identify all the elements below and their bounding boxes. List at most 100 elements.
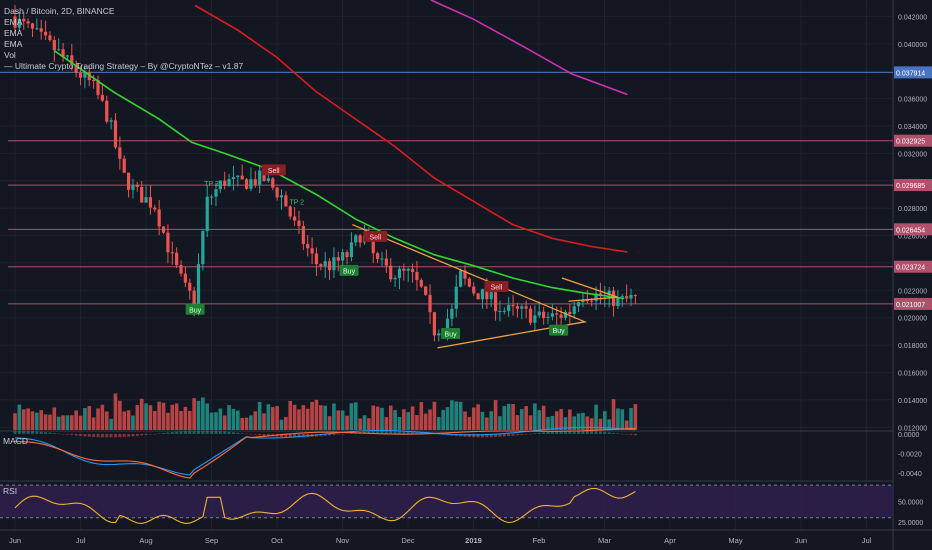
macd-hist-bar (65, 433, 69, 435)
price-tick-label: 0.020000 (898, 316, 927, 323)
macd-hist-bar (214, 430, 218, 434)
macd-hist-bar (577, 430, 581, 434)
macd-hist-bar (323, 433, 327, 436)
macd-hist-bar (87, 433, 91, 437)
candle-body (13, 16, 17, 28)
buy-signal-badge (441, 327, 461, 339)
candle-body (227, 179, 231, 186)
hline-price-tag (894, 223, 932, 236)
candle-body (118, 147, 122, 159)
candle-body (358, 235, 362, 243)
volume-bar (502, 406, 507, 430)
volume-bar (550, 415, 555, 430)
macd-hist-bar (293, 433, 297, 438)
candle-body (445, 318, 450, 332)
volume-bar (358, 418, 362, 430)
candle-body (258, 170, 262, 185)
macd-hist-bar (336, 433, 340, 435)
macd-histogram (13, 430, 637, 438)
candle-body (406, 268, 410, 271)
volume-bar (353, 402, 358, 430)
macd-hist-bar (367, 431, 371, 434)
macd-hist-bar (288, 433, 292, 438)
macd-hist-bar (463, 433, 467, 437)
candle-body (515, 306, 520, 309)
volume-bar (35, 412, 39, 430)
time-tick-label: Feb (533, 536, 546, 545)
volume-bar (118, 400, 122, 430)
volume-bar (485, 417, 489, 430)
volume-bar (52, 407, 57, 430)
candle-body (161, 226, 166, 233)
buy-signal-badge (185, 303, 205, 315)
macd-hist-bar (301, 433, 305, 438)
volume-bar (240, 417, 244, 430)
macd-hist-bar (262, 433, 266, 436)
volume-bar (546, 417, 550, 430)
buy-signal-label: Buy (343, 268, 356, 275)
volume-bar (332, 403, 336, 430)
macd-hist-bar (96, 433, 100, 438)
price-tick-label: 0.042000 (898, 14, 927, 21)
candle-body (249, 179, 253, 189)
volume-bar (428, 409, 432, 430)
candle-body (284, 195, 288, 207)
volume-bar (515, 415, 520, 430)
macd-hist-bar (245, 433, 249, 435)
tp-signal-label: TP 2 (289, 199, 304, 206)
volume-bar (450, 400, 454, 430)
time-tick-label: Jun (795, 536, 807, 545)
price-tick-label: 0.028000 (898, 206, 927, 213)
candle-body (70, 55, 74, 64)
candle-body (537, 311, 541, 316)
volume-bar (633, 404, 638, 430)
volume-bar (519, 409, 524, 430)
volume-bar (78, 415, 83, 430)
candle-body (279, 195, 284, 198)
candle-body (625, 296, 629, 299)
rsi-tick-label: 25.0000 (898, 520, 923, 527)
volume-bar (581, 412, 585, 430)
volume-bar (292, 404, 297, 430)
volume-bar (537, 410, 542, 430)
volume-bar (489, 411, 494, 430)
volume-bar (279, 419, 284, 430)
time-tick-label: Nov (336, 536, 350, 545)
macd-hist-bar (598, 431, 602, 434)
macd-hist-bar (537, 432, 541, 434)
macd-hist-bar (218, 431, 222, 434)
volume-bar (21, 409, 26, 430)
volume-bar (384, 417, 389, 430)
volume-bar (541, 405, 546, 430)
candle-body (384, 258, 388, 266)
macd-hist-bar (39, 431, 43, 434)
rsi-band (0, 485, 893, 518)
volume-bar (161, 402, 166, 430)
candle-body (48, 35, 52, 41)
macd-hist-bar (349, 432, 353, 434)
volume-bar (559, 409, 563, 430)
candle-body (288, 206, 292, 217)
volume-bar (432, 401, 437, 430)
candle-body (349, 242, 354, 258)
macd-hist-bar (26, 430, 30, 434)
candle-body (389, 265, 393, 280)
macd-hist-bar (485, 433, 489, 438)
candle-body (183, 273, 187, 283)
macd-hist-bar (266, 433, 270, 437)
macd-hist-bar (607, 432, 611, 434)
signal-line (14, 427, 636, 479)
macd-hist-bar (196, 430, 200, 434)
time-tick-label: Jul (76, 536, 86, 545)
volume-bar (65, 415, 70, 430)
hline-price-label: 0.029685 (896, 183, 925, 190)
time-tick-label: Aug (139, 536, 152, 545)
macd-hist-bar (70, 433, 74, 436)
macd-hist-bar (625, 433, 629, 435)
volume-bar (402, 409, 406, 430)
candle-body (22, 18, 26, 22)
volume-bar (511, 404, 515, 430)
candle-body (319, 264, 323, 267)
volume-bar (620, 409, 625, 430)
